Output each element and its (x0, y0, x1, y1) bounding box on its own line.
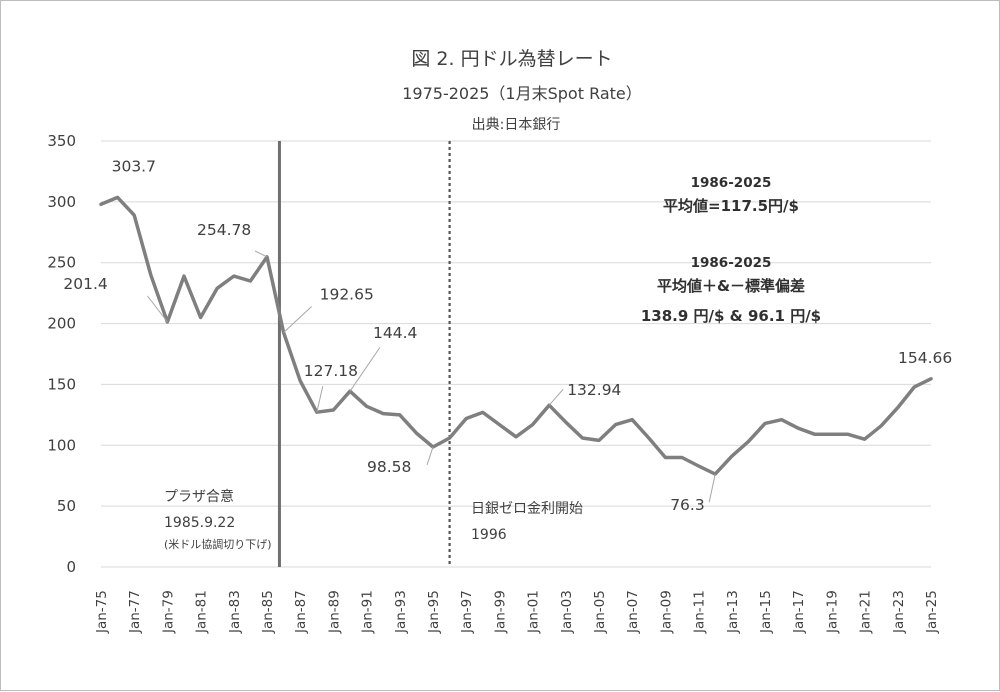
y-tick-label: 350 (47, 132, 76, 150)
leader-line (548, 388, 564, 406)
x-tick-label: Jan-17 (791, 590, 807, 634)
y-tick-label: 50 (57, 497, 76, 515)
x-tick-label: Jan-11 (692, 590, 708, 634)
data-label: 132.94 (567, 381, 621, 399)
x-tick-label: Jan-77 (127, 590, 143, 634)
sd-title-label: 平均値＋&－標準偏差 (657, 277, 805, 295)
x-tick-label: Jan-21 (858, 590, 874, 634)
data-labels: 303.7 201.4 254.78 192.65 127.18 144.4 98.58 13… (63, 157, 952, 514)
x-tick-label: Jan-85 (260, 590, 276, 634)
x-tick-label: Jan-89 (326, 590, 342, 634)
data-label: 76.3 (670, 496, 705, 514)
x-tick-label: Jan-13 (725, 590, 741, 634)
leader-line (147, 295, 168, 323)
x-tick-label: Jan-01 (526, 590, 542, 634)
leader-line (349, 346, 381, 392)
plaza-accord-date: 1985.9.22 (164, 515, 235, 531)
x-tick-label: Jan-87 (293, 590, 309, 634)
data-label: 192.65 (320, 286, 374, 304)
y-tick-label: 100 (47, 436, 76, 454)
x-tick-label: Jan-79 (160, 590, 176, 634)
zero-rate-label: 日銀ゼロ金利開始 (471, 501, 583, 517)
y-axis-ticks: 0 50 100 150 200 250 300 350 (47, 132, 76, 576)
chart-subtitle: 1975-2025（1月末Spot Rate） (402, 84, 642, 103)
x-tick-label: Jan-97 (459, 590, 475, 634)
x-tick-label: Jan-25 (924, 590, 940, 634)
x-tick-label: Jan-09 (658, 590, 674, 634)
mean-period-label: 1986-2025 (691, 175, 772, 191)
gridlines (101, 140, 931, 568)
plaza-accord-label: プラザ合意 (164, 488, 234, 505)
x-tick-label: Jan-15 (758, 590, 774, 634)
y-tick-label: 250 (47, 254, 76, 272)
leader-line (316, 386, 324, 413)
chart-title: 図 2. 円ドル為替レート (411, 48, 612, 70)
sd-period-label: 1986-2025 (691, 255, 772, 271)
x-tick-label: Jan-91 (360, 590, 376, 634)
x-tick-label: Jan-95 (426, 590, 442, 634)
y-tick-label: 0 (66, 558, 76, 576)
sd-value-label: 138.9 円/$ & 96.1 円/$ (641, 307, 821, 325)
y-tick-label: 300 (47, 193, 76, 211)
data-label-leaders (147, 250, 716, 503)
data-label: 127.18 (304, 362, 358, 380)
zero-rate-date: 1996 (471, 527, 507, 543)
x-tick-label: Jan-93 (393, 590, 409, 634)
leader-line (426, 446, 434, 466)
x-tick-label: Jan-83 (227, 590, 243, 634)
plaza-accord-note: (米ドル協調切り下げ) (164, 537, 272, 551)
x-tick-label: Jan-03 (559, 590, 575, 634)
data-label: 201.4 (63, 275, 107, 293)
x-tick-label: Jan-07 (625, 590, 641, 634)
data-label: 303.7 (112, 157, 156, 175)
leader-line (254, 250, 268, 258)
chart-source: 出典:日本銀行 (472, 117, 561, 133)
series-group (99, 195, 933, 476)
y-tick-label: 200 (47, 315, 76, 333)
x-tick-label: Jan-81 (194, 590, 210, 634)
leader-line (708, 474, 716, 503)
data-label: 254.78 (197, 221, 251, 239)
y-tick-label: 150 (47, 375, 76, 393)
data-label: 144.4 (373, 324, 417, 342)
event-lines (277, 141, 451, 567)
x-tick-label: Jan-99 (492, 590, 508, 634)
x-tick-label: Jan-75 (94, 590, 110, 634)
mean-value-label: 平均値=117.5円/$ (663, 197, 799, 215)
x-tick-label: Jan-23 (891, 590, 907, 634)
x-tick-label: Jan-19 (824, 590, 840, 634)
data-label: 98.58 (367, 458, 411, 476)
leader-line (283, 306, 312, 333)
data-label: 154.66 (898, 349, 952, 367)
x-axis-ticks: Jan-75 Jan-77 Jan-79 Jan-81 Jan-83 Jan-85 Jan-… (94, 590, 940, 634)
series-line (99, 195, 933, 476)
x-tick-label: Jan-05 (592, 590, 608, 634)
